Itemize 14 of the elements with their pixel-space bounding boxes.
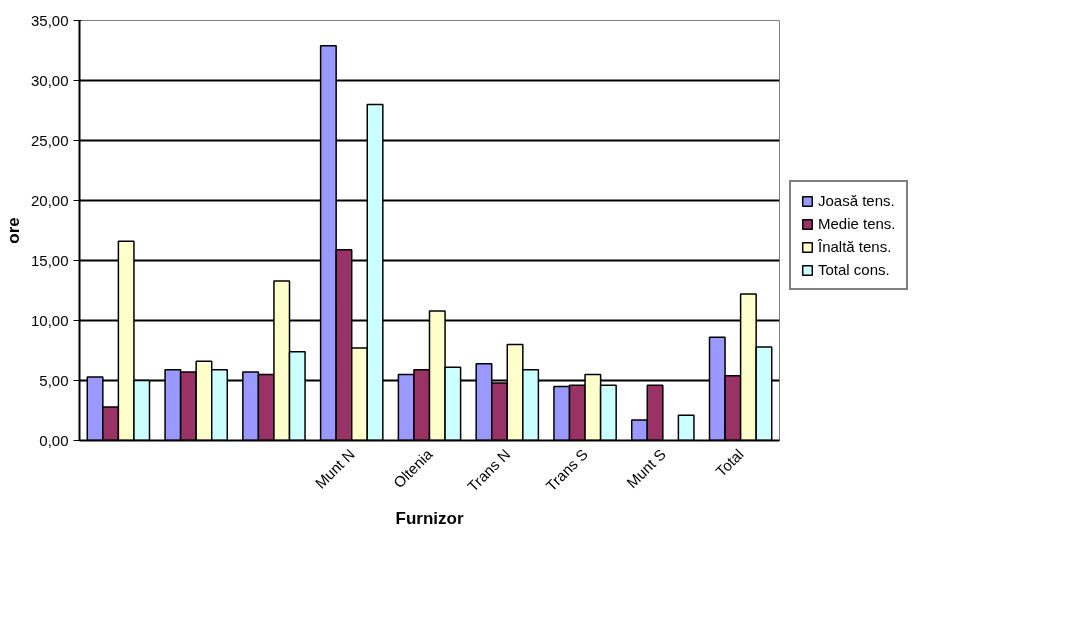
y-tick-label: 25,00 [30,131,69,149]
legend-label: Medie tens. [818,215,896,232]
legend-label: Total cons. [818,261,890,278]
y-axis-title: ore [3,217,23,244]
y-tick-label: 30,00 [30,71,69,89]
y-tick-label: 15,00 [30,251,69,269]
y-tick-label: 5,00 [39,371,69,389]
y-tick-label: 20,00 [30,191,69,209]
y-tick-label: 10,00 [30,311,69,329]
legend-label: Joasă tens. [818,192,895,209]
legend-label: Înaltă tens. [818,238,892,255]
y-tick-label: 35,00 [30,11,69,29]
y-tick-label: 0,00 [39,431,69,449]
x-axis-title: Furnizor [395,508,464,528]
